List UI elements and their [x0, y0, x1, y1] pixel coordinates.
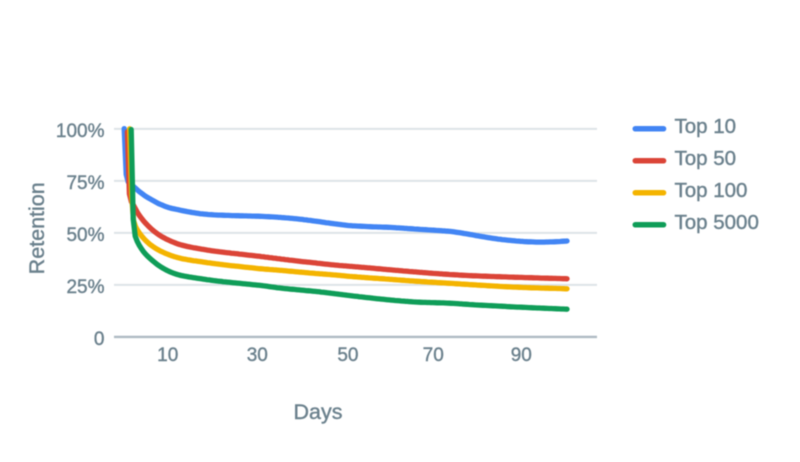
svg-text:75%: 75%: [66, 173, 104, 194]
svg-text:30: 30: [247, 345, 268, 366]
svg-text:50%: 50%: [66, 225, 104, 246]
svg-text:Top 10: Top 10: [675, 115, 737, 138]
svg-text:100%: 100%: [56, 121, 105, 142]
svg-text:Top 100: Top 100: [675, 179, 748, 202]
svg-text:Retention: Retention: [25, 182, 49, 274]
svg-text:Days: Days: [294, 400, 343, 424]
svg-text:Top 50: Top 50: [675, 147, 737, 170]
svg-text:Top 5000: Top 5000: [675, 211, 759, 234]
svg-text:0: 0: [94, 329, 105, 350]
svg-text:70: 70: [423, 345, 444, 366]
svg-text:10: 10: [157, 345, 178, 366]
svg-text:50: 50: [337, 345, 358, 366]
svg-text:25%: 25%: [66, 277, 104, 298]
svg-text:90: 90: [511, 345, 532, 366]
